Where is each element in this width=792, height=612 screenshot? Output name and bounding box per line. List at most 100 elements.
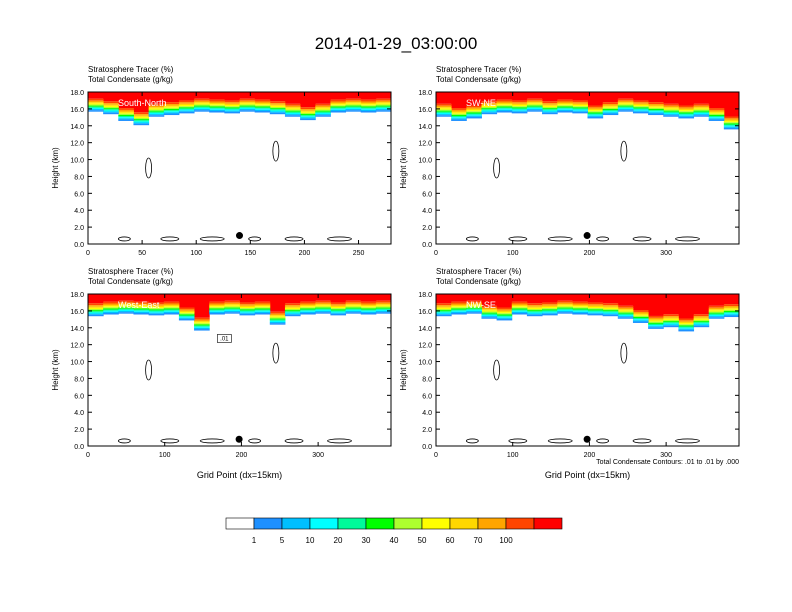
tracer-band-7 — [436, 305, 740, 325]
tracer-cell — [194, 294, 210, 318]
tracer-cell — [315, 304, 331, 306]
tracer-cell — [224, 312, 240, 314]
tracer-cell — [436, 312, 452, 314]
tracer-band-10 — [436, 300, 740, 321]
tracer-cell — [239, 104, 256, 106]
tracer-band-9 — [88, 302, 392, 322]
contour-line — [675, 236, 700, 242]
tracer-cell — [148, 307, 165, 309]
tracer-cell — [708, 317, 725, 319]
plot-frame — [87, 91, 392, 245]
tracer-cell — [224, 103, 240, 106]
tracer-cell — [436, 108, 452, 110]
tracer-cell — [239, 312, 256, 314]
tracer-cell — [269, 319, 286, 321]
tracer-cell — [466, 115, 482, 117]
tracer-cell — [632, 294, 649, 311]
tracer-cell — [466, 92, 482, 106]
y-tick-label: 12.0 — [418, 141, 432, 148]
tracer-cell — [511, 301, 528, 304]
tracer-cell — [451, 294, 467, 302]
tracer-cell — [663, 105, 679, 108]
tracer-cell — [284, 305, 301, 307]
tracer-cell — [194, 327, 210, 330]
tracer-cell — [436, 110, 452, 112]
tracer-band-3 — [88, 107, 392, 123]
x-tick-label: 0 — [434, 452, 438, 459]
tracer-cell — [693, 316, 710, 318]
tracer-cell — [481, 101, 498, 104]
tracer-cell — [617, 105, 634, 107]
tracer-cell — [133, 92, 150, 113]
tracer-cell — [542, 313, 558, 316]
tracer-cell — [133, 122, 150, 124]
tracer-cell — [708, 108, 725, 110]
tracer-cell — [708, 113, 725, 115]
tracer-cell — [209, 106, 225, 108]
tracer-cell — [617, 312, 634, 314]
tracer-cell — [315, 308, 331, 310]
panel-1: 0.0 2.0 4.0 6.0 8.0 10.0 12.0 14.0 16.0 18.0 0 50 10… — [51, 65, 392, 257]
tracer-cell — [330, 302, 347, 305]
tracer-cell — [224, 107, 240, 109]
tracer-cell — [224, 100, 240, 103]
tracer-cell — [466, 311, 482, 313]
tracer-band-8 — [88, 304, 392, 323]
tracer-cell — [511, 103, 528, 106]
tracer-cell — [163, 108, 180, 111]
y-tick-label: 18.0 — [70, 292, 84, 299]
tracer-cell — [269, 105, 286, 107]
plot-frame — [435, 293, 740, 447]
tracer-cell — [632, 111, 649, 114]
tracer-cell — [148, 92, 165, 104]
tracer-cell — [572, 294, 588, 302]
tracer-cell — [451, 306, 467, 308]
tracer-cell — [648, 323, 664, 326]
tracer-cell — [148, 111, 165, 113]
tracer-cell — [269, 92, 286, 102]
tracer-cell — [663, 114, 679, 116]
tracer-cell — [663, 319, 679, 322]
y-tick-label: 8.0 — [422, 376, 432, 383]
tracer-cell — [708, 313, 725, 315]
tracer-cell — [632, 100, 649, 103]
tracer-cell — [300, 294, 316, 302]
tracer-cell — [284, 308, 301, 311]
tracer-cell — [436, 112, 452, 115]
tracer-cell — [632, 109, 649, 111]
tracer-cell — [330, 312, 347, 314]
tracer-cell — [133, 117, 150, 120]
tracer-cell — [451, 111, 467, 113]
tracer-cell — [118, 311, 134, 313]
tracer-cell — [330, 106, 347, 108]
tracer-cell — [723, 309, 740, 311]
tracer-band-9 — [436, 100, 740, 120]
tracer-cell — [542, 103, 558, 105]
x-axis-label: Grid Point (dx=15km) — [197, 470, 282, 480]
tracer-cell — [254, 103, 271, 105]
tracer-cell — [209, 99, 225, 102]
tracer-cell — [436, 92, 452, 104]
tracer-cell — [451, 119, 467, 121]
tracer-cell — [315, 112, 331, 115]
tracer-cell — [239, 100, 256, 103]
colorbar-label: 30 — [362, 536, 371, 545]
tracer-cell — [496, 107, 513, 109]
tracer-cell — [526, 307, 543, 309]
tracer-cell — [88, 310, 104, 312]
tracer-cell — [239, 305, 256, 308]
tracer-cell — [224, 302, 240, 305]
tracer-cell — [648, 317, 664, 320]
tracer-band-10 — [88, 300, 392, 320]
tracer-cell — [466, 305, 482, 307]
tracer-cell — [678, 105, 695, 108]
tracer-cell — [315, 108, 331, 110]
tracer-cell — [254, 306, 271, 308]
y-tick-label: 2.0 — [74, 427, 84, 434]
tracer-cell — [602, 311, 619, 313]
tracer-cell — [330, 313, 347, 316]
y-tick-label: 0.0 — [422, 444, 432, 451]
colorbar-label: 20 — [334, 536, 343, 545]
panels: 0.0 2.0 4.0 6.0 8.0 10.0 12.0 14.0 16.0 18.0 0 50 10… — [51, 65, 740, 480]
tracer-cell — [708, 119, 725, 121]
